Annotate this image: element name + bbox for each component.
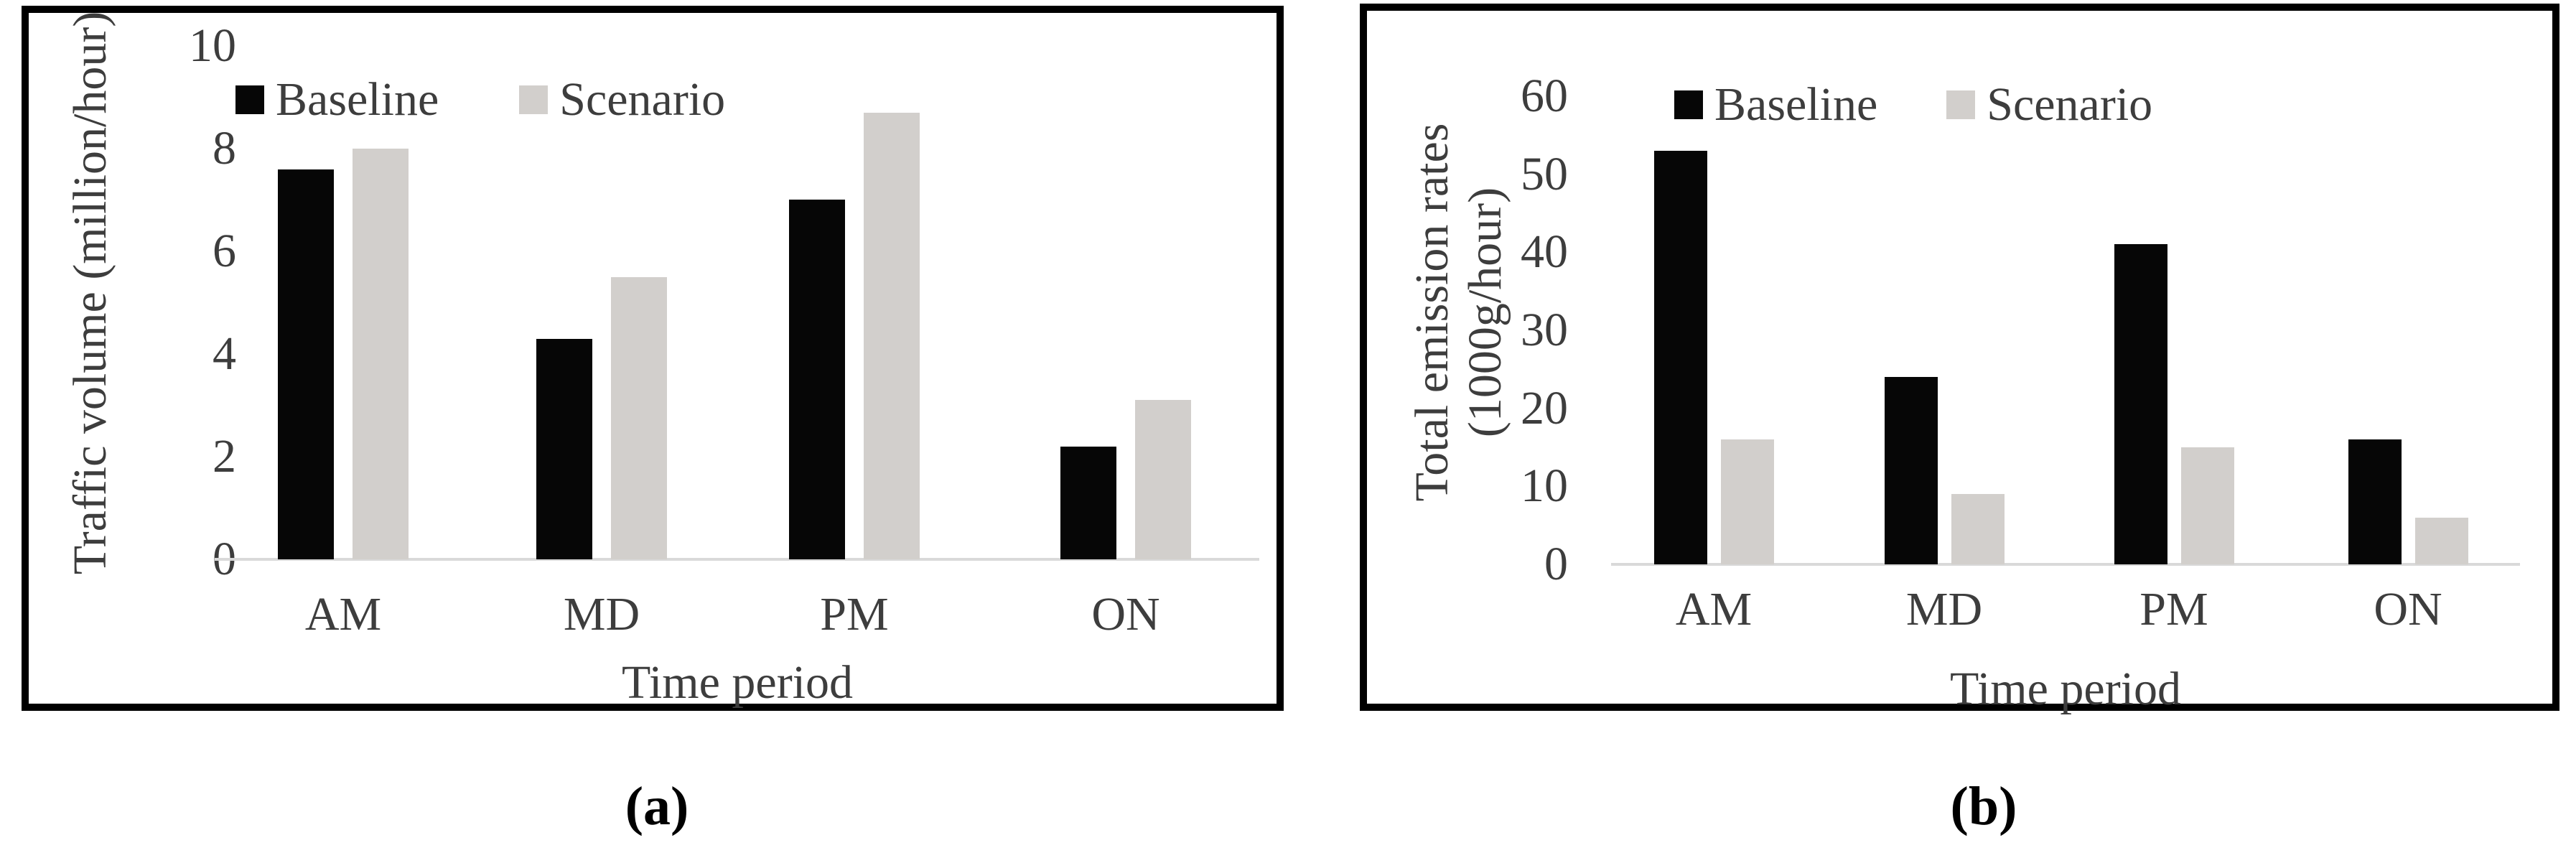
legend-label-baseline: Baseline [1714,78,1878,131]
bar-baseline-on [2348,439,2402,564]
caption-b: (b) [1950,776,2017,836]
y-tick-label: 60 [1521,70,1568,122]
legend-marker-baseline [1674,90,1703,119]
y-tick-label: 0 [1544,538,1568,590]
legend-item-scenario: Scenario [519,76,725,123]
y-tick-label: 50 [1521,148,1568,200]
y-tick-label: 10 [189,19,236,72]
x-category-label: MD [563,588,640,640]
legend-marker-baseline [235,85,264,114]
bar-baseline-pm [2114,244,2167,564]
x-category-label: AM [304,588,382,640]
legend-item-baseline: Baseline [235,76,439,123]
legend-item-scenario: Scenario [1946,81,2152,129]
chart-panel-a: Traffic volume (million/hour) 0 2 4 6 8 10 AM MD… [22,6,1284,711]
x-category-label: PM [820,588,889,640]
bar-baseline-md [536,339,592,559]
bar-baseline-pm [789,200,845,559]
bar-scenario-pm [2181,447,2234,564]
y-tick-label: 4 [213,327,236,380]
bar-scenario-pm [864,113,920,559]
bar-scenario-am [353,149,409,559]
x-category-label: ON [2374,583,2442,635]
y-tick-label: 20 [1521,382,1568,434]
x-axis-line [1611,563,2520,566]
bar-baseline-on [1060,447,1116,559]
y-tick-label: 10 [1521,460,1568,512]
bar-scenario-md [611,277,667,559]
x-category-label: AM [1675,583,1753,635]
x-axis-title: Time period [621,656,854,709]
y-tick-label: 40 [1521,225,1568,278]
bar-baseline-md [1885,377,1938,564]
chart-panel-b: Total emission rates (1000g/hour) 0 10 20 30 4… [1360,4,2559,715]
bar-baseline-am [278,169,334,559]
legend-marker-scenario [519,85,549,114]
legend-item-baseline: Baseline [1674,81,1877,129]
legend-label-baseline: Baseline [276,73,439,126]
x-axis-line [215,558,1259,561]
bar-scenario-md [1951,494,2005,564]
bar-scenario-am [1721,439,1774,564]
bar-scenario-on [2415,518,2468,564]
y-tick-label: 6 [213,225,236,277]
legend-label-scenario: Scenario [559,73,726,126]
x-category-label: PM [2139,583,2208,635]
legend-marker-scenario [1946,90,1976,119]
legend: Baseline Scenario [1674,81,2152,129]
bar-baseline-am [1654,151,1707,564]
y-tick-label: 2 [213,430,236,483]
x-axis-title: Time period [1949,663,2182,715]
y-tick-label: 8 [213,122,236,174]
y-tick-label: 0 [213,533,236,585]
legend: Baseline Scenario [235,76,725,123]
bar-scenario-on [1135,400,1191,559]
x-category-label: MD [1905,583,1983,635]
caption-a: (a) [625,776,689,836]
y-tick-label: 30 [1521,304,1568,356]
x-category-label: ON [1091,588,1160,640]
legend-label-scenario: Scenario [1987,78,2153,131]
